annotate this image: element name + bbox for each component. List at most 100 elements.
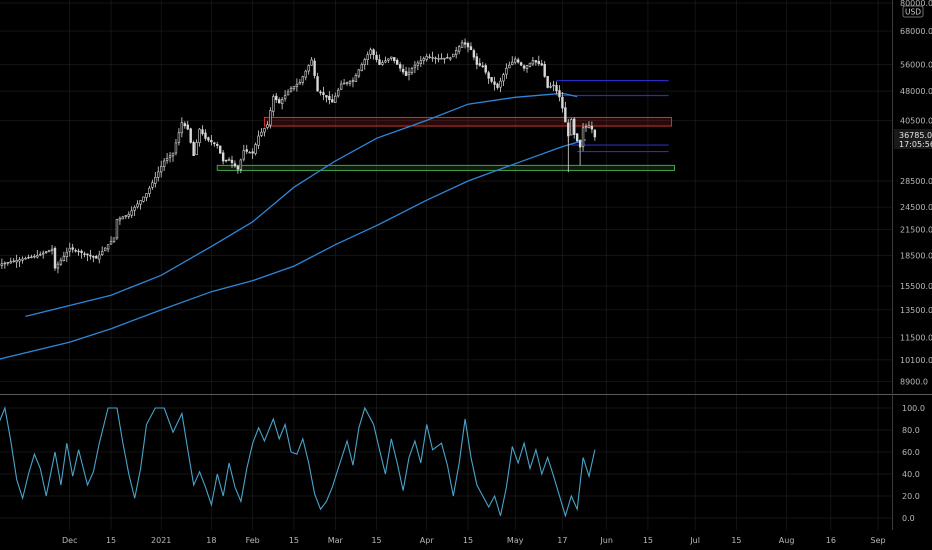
candle-body (207, 137, 210, 141)
candle-body (224, 159, 228, 162)
candle-body (511, 61, 514, 65)
candle-body (345, 82, 349, 85)
candle-body (77, 250, 80, 253)
current-price-tag: 36785.0 17:05:56 (894, 129, 932, 149)
candle-body (575, 133, 579, 142)
oscillator-tick-label: 80.0 (902, 426, 920, 435)
candle-body (142, 196, 145, 202)
candle-body (53, 247, 57, 269)
candle-body (466, 42, 470, 48)
candle-body (443, 57, 446, 60)
candle-body (369, 49, 372, 55)
price-zones (216, 116, 675, 171)
candle-body (525, 65, 529, 69)
candle-body (410, 68, 414, 74)
candle-body (277, 99, 281, 104)
candle-body (86, 253, 89, 256)
candle-body (325, 95, 328, 98)
candle-body (24, 257, 27, 260)
candle-body (381, 62, 384, 65)
candle-body (263, 128, 266, 133)
candle-body (195, 142, 198, 156)
candle-body (484, 65, 487, 73)
candle-body (543, 63, 546, 77)
candle-body (434, 57, 437, 60)
candle-body (103, 247, 107, 252)
candle-body (431, 57, 434, 59)
time-tick-label: 16 (826, 536, 836, 545)
time-tick-label: 15 (463, 536, 473, 545)
candle-body (275, 95, 278, 101)
oscillator-tick-label: 60.0 (902, 448, 920, 457)
price-tick-label: 28500.0 (900, 177, 932, 186)
candle-body (469, 46, 473, 51)
candle-body (213, 142, 216, 145)
time-tick-label: Jun (599, 536, 613, 545)
candle-body (310, 59, 313, 66)
candle-body (165, 158, 169, 161)
candle-body (118, 217, 122, 221)
candle-body (239, 159, 243, 170)
candle-body (62, 255, 66, 261)
candle-body (230, 159, 234, 164)
candle-body (513, 58, 517, 63)
candle-body (508, 64, 511, 69)
candle-body (198, 128, 201, 143)
candle-body (74, 250, 77, 252)
candle-body (561, 96, 564, 109)
candle-body (342, 82, 346, 85)
candle-body (183, 123, 186, 127)
candle-body (189, 128, 192, 143)
price-tick-label: 68000.0 (900, 27, 932, 36)
oscillator-grid (0, 407, 892, 519)
price-axis[interactable]: 8900.0 10100.0 11500.0 13500.0 15500.0 18500.… (900, 0, 932, 387)
candle-body (351, 80, 355, 82)
candle-body (98, 254, 101, 260)
candle-body (534, 60, 538, 63)
time-tick-label: Feb (246, 536, 260, 545)
candle-body (348, 81, 352, 84)
candle-body (375, 54, 378, 60)
candle-body (390, 56, 393, 59)
candle-body (301, 76, 304, 83)
candle-body (552, 84, 555, 87)
time-tick-label: 15 (731, 536, 741, 545)
candle-body (89, 254, 92, 257)
candle-body (339, 83, 343, 90)
candle-body (570, 119, 573, 136)
candle-body (251, 151, 254, 154)
candle-body (177, 132, 181, 143)
candle-body (372, 49, 375, 55)
oscillator-axis[interactable]: 0.0 20.0 40.0 60.0 80.0 100.0 (902, 404, 925, 523)
candle-body (422, 58, 425, 61)
candle-body (83, 253, 86, 255)
candle-body (313, 60, 316, 76)
candle-body (499, 80, 502, 88)
oscillator-line (0, 406, 596, 518)
candle-body (546, 76, 549, 88)
candle-body (266, 124, 269, 128)
candle-body (357, 69, 361, 77)
candles (0, 38, 597, 274)
candle-body (39, 253, 42, 256)
time-axis[interactable]: 6Dec15202118Feb15Mar15Apr15May17Jun15Jul… (0, 536, 886, 545)
time-tick-label: 2021 (151, 536, 171, 545)
candle-body (236, 166, 240, 170)
oscillator-tick-label: 100.0 (902, 404, 925, 413)
price-tick-label: 8900.0 (900, 378, 928, 387)
candle-body (257, 135, 260, 146)
candle-body (360, 64, 363, 71)
time-tick-label: Dec (62, 536, 77, 545)
candle-body (393, 57, 396, 62)
price-tick-label: 11500.0 (900, 334, 932, 343)
candle-body (248, 151, 251, 154)
candle-body (460, 42, 464, 48)
candle-body (590, 126, 594, 130)
candle-body (366, 54, 369, 60)
moving-averages (0, 92, 587, 360)
candle-body (378, 59, 381, 65)
candle-body (272, 96, 275, 112)
candle-body (192, 142, 195, 157)
oscillator-tick-label: 40.0 (902, 470, 920, 479)
